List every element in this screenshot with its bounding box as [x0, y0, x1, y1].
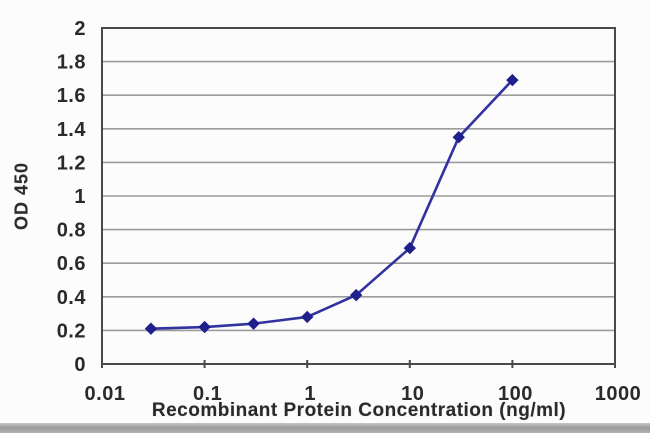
- x-tick-label: 1: [304, 383, 316, 405]
- x-tick-label: 0.01: [85, 383, 126, 405]
- x-tick-label: 100: [498, 383, 533, 405]
- data-point-marker: [349, 288, 363, 302]
- data-point-marker: [506, 73, 519, 87]
- data-point-marker: [247, 317, 260, 330]
- x-axis-title: Recombinant Protein Concentration (ng/ml…: [151, 400, 567, 421]
- data-point-marker: [144, 322, 158, 335]
- data-point-marker: [198, 320, 211, 334]
- data-point-marker: [300, 310, 314, 324]
- y-tick-label: 0.8: [57, 220, 86, 242]
- y-tick-label: 1.2: [57, 152, 86, 174]
- curve-line: [149, 78, 514, 331]
- y-tick-label: 0.6: [57, 253, 86, 275]
- image-edge-strip: [0, 423, 650, 433]
- y-tick-label: 0.4: [57, 287, 87, 309]
- y-tick-label: 1.6: [57, 85, 86, 107]
- x-tick-label: 0.1: [193, 383, 222, 405]
- y-tick-label: 1: [74, 186, 86, 208]
- x-tick-label: 10: [401, 383, 424, 405]
- y-axis-title: OD 450: [11, 161, 32, 231]
- y-tick-label: 0: [74, 354, 86, 376]
- y-tick-label: 2: [74, 18, 86, 40]
- y-tick-label: 1.8: [57, 52, 86, 74]
- plot-border: [101, 27, 616, 365]
- data-point-marker: [452, 130, 465, 144]
- data-point-marker: [403, 241, 417, 255]
- x-tick-label: 1000: [595, 383, 642, 405]
- y-tick-label: 0.2: [57, 320, 86, 342]
- y-tick-label: 1.4: [57, 119, 87, 141]
